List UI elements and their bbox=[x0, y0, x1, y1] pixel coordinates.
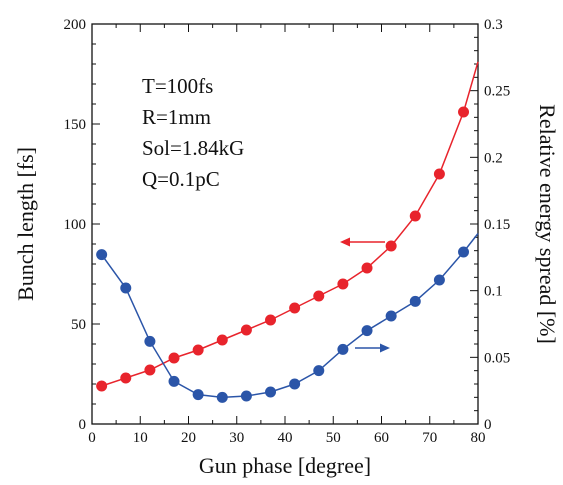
right-y-tick-label: 0.3 bbox=[484, 17, 503, 33]
bunch-length-point bbox=[240, 324, 252, 336]
x-tick-label: 0 bbox=[88, 430, 96, 446]
left-y-tick-label: 0 bbox=[79, 417, 87, 433]
energy-spread-point bbox=[144, 335, 156, 347]
annotation-charge: Q=0.1pC bbox=[142, 167, 220, 191]
bunch-length-point bbox=[289, 302, 301, 314]
annotation-solenoid: Sol=1.84kG bbox=[142, 136, 244, 160]
right-y-tick-label: 0 bbox=[484, 417, 492, 433]
energy-spread-point bbox=[458, 246, 470, 258]
energy-spread-point bbox=[313, 365, 325, 377]
x-tick-labels: 0 10 20 30 40 50 60 70 80 bbox=[88, 430, 485, 446]
x-tick-label: 20 bbox=[181, 430, 196, 446]
x-tick-label: 80 bbox=[471, 430, 486, 446]
annotation-temperature: T=100fs bbox=[142, 74, 213, 98]
x-axis-title: Gun phase [degree] bbox=[199, 453, 371, 478]
parameter-annotations: T=100fs R=1mm Sol=1.84kG Q=0.1pC bbox=[142, 74, 244, 191]
bunch-length-point bbox=[313, 290, 325, 302]
x-tick-label: 60 bbox=[374, 430, 389, 446]
x-tick-label: 40 bbox=[278, 430, 293, 446]
energy-spread-point bbox=[337, 343, 349, 355]
right-y-tick-labels: 0 0.05 0.1 0.15 0.2 0.25 0.3 bbox=[484, 17, 510, 433]
energy-spread-point bbox=[385, 310, 397, 322]
energy-spread-point bbox=[433, 274, 445, 286]
right-y-tick-label: 0.2 bbox=[484, 150, 503, 166]
bunch-length-point bbox=[337, 278, 349, 290]
left-y-axis-title: Bunch length [fs] bbox=[13, 147, 38, 301]
series-layer bbox=[96, 61, 479, 403]
energy-spread-point bbox=[120, 282, 132, 294]
right-y-axis-title: Relative energy spread [%] bbox=[535, 104, 560, 344]
left-y-tick-label: 150 bbox=[64, 117, 87, 133]
annotation-radius: R=1mm bbox=[142, 105, 211, 129]
energy-spread-point bbox=[289, 378, 301, 390]
right-y-tick-label: 0.1 bbox=[484, 284, 503, 300]
x-tick-label: 70 bbox=[422, 430, 437, 446]
bunch-length-point bbox=[120, 372, 132, 384]
bunch-length-point bbox=[216, 334, 228, 346]
energy-spread-point bbox=[96, 249, 108, 261]
energy-spread-line bbox=[101, 233, 479, 399]
left-y-tick-label: 100 bbox=[64, 217, 87, 233]
left-axis-arrow bbox=[340, 237, 385, 247]
right-y-tick-label: 0.05 bbox=[484, 350, 510, 366]
energy-spread-point bbox=[216, 391, 228, 403]
bunch-length-point bbox=[168, 352, 180, 364]
right-y-tick-label: 0.25 bbox=[484, 84, 510, 100]
energy-spread-series bbox=[96, 233, 479, 403]
bunch-length-point bbox=[458, 106, 470, 118]
bunch-length-point bbox=[96, 380, 108, 392]
bunch-length-point bbox=[361, 262, 373, 274]
bunch-length-point bbox=[433, 168, 445, 180]
bunch-length-point bbox=[265, 314, 277, 326]
energy-spread-point bbox=[409, 295, 421, 307]
left-y-tick-label: 200 bbox=[64, 17, 87, 33]
bunch-length-series bbox=[96, 61, 479, 392]
bunch-length-point bbox=[144, 364, 156, 376]
bunch-length-point bbox=[409, 210, 421, 222]
x-tick-label: 30 bbox=[229, 430, 244, 446]
energy-spread-point bbox=[168, 375, 180, 387]
energy-spread-point bbox=[240, 390, 252, 402]
left-y-tick-label: 50 bbox=[71, 317, 86, 333]
right-y-tick-label: 0.15 bbox=[484, 217, 510, 233]
energy-spread-point bbox=[265, 386, 277, 398]
left-y-tick-labels: 0 50 100 150 200 bbox=[64, 17, 87, 433]
energy-spread-point bbox=[361, 325, 373, 337]
right-axis-arrow bbox=[355, 343, 390, 353]
x-tick-label: 50 bbox=[326, 430, 341, 446]
x-tick-label: 10 bbox=[133, 430, 148, 446]
bunch-length-point bbox=[385, 240, 397, 252]
bunch-length-point bbox=[192, 344, 204, 356]
energy-spread-point bbox=[192, 389, 204, 401]
